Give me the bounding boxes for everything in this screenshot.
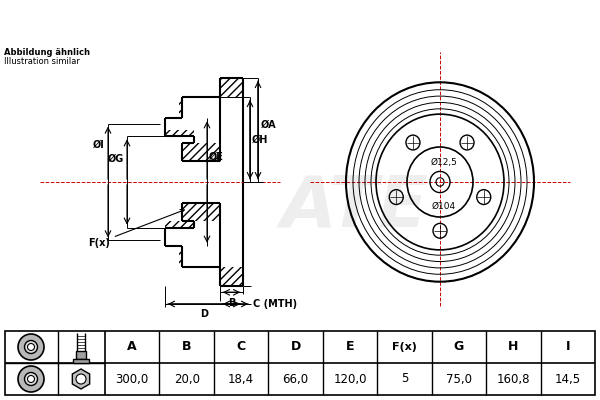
Text: G: G — [454, 340, 464, 354]
Text: ØG: ØG — [108, 154, 124, 164]
Text: ØH: ØH — [252, 134, 268, 144]
Text: ØI: ØI — [93, 140, 105, 150]
Text: ATE: ATE — [281, 173, 429, 242]
Text: ØA: ØA — [261, 120, 277, 130]
Text: C: C — [236, 340, 245, 354]
Text: D: D — [290, 340, 301, 354]
Text: 24.0120-0195.1: 24.0120-0195.1 — [144, 12, 316, 30]
Bar — [182, 143, 220, 161]
Text: I: I — [566, 340, 570, 354]
Bar — [220, 267, 243, 286]
Circle shape — [18, 366, 44, 392]
Text: B: B — [182, 340, 191, 354]
Text: C (MTH): C (MTH) — [253, 299, 297, 309]
Text: F(x): F(x) — [392, 342, 417, 352]
Circle shape — [76, 374, 86, 384]
Text: 5: 5 — [401, 372, 408, 386]
Bar — [73, 359, 89, 363]
Text: 120,0: 120,0 — [333, 372, 367, 386]
Circle shape — [18, 334, 44, 360]
Text: 75,0: 75,0 — [446, 372, 472, 386]
Circle shape — [28, 344, 35, 350]
Text: 160,8: 160,8 — [497, 372, 530, 386]
Text: Illustration similar: Illustration similar — [4, 57, 80, 66]
Bar — [179, 97, 182, 118]
Circle shape — [25, 340, 37, 354]
Bar — [182, 203, 220, 221]
Bar — [179, 246, 182, 267]
Text: 18,4: 18,4 — [228, 372, 254, 386]
Circle shape — [28, 376, 35, 382]
Text: 20,0: 20,0 — [173, 372, 200, 386]
Circle shape — [25, 372, 37, 386]
Bar — [220, 78, 243, 97]
Bar — [165, 221, 194, 228]
Text: E: E — [346, 340, 354, 354]
Bar — [76, 351, 86, 359]
Text: 66,0: 66,0 — [283, 372, 308, 386]
Text: Ø12,5: Ø12,5 — [431, 158, 457, 168]
Text: B: B — [228, 298, 235, 308]
Text: D: D — [200, 309, 208, 319]
Bar — [5, 331, 595, 395]
Text: Ø104: Ø104 — [432, 202, 456, 211]
Text: 420195: 420195 — [389, 12, 470, 30]
Text: 300,0: 300,0 — [116, 372, 149, 386]
Text: 14,5: 14,5 — [555, 372, 581, 386]
Text: ØE: ØE — [209, 152, 224, 162]
Text: H: H — [508, 340, 518, 354]
Text: A: A — [127, 340, 137, 354]
Bar — [165, 130, 194, 136]
Text: F(x): F(x) — [88, 210, 184, 248]
Text: Abbildung ähnlich: Abbildung ähnlich — [4, 48, 90, 57]
